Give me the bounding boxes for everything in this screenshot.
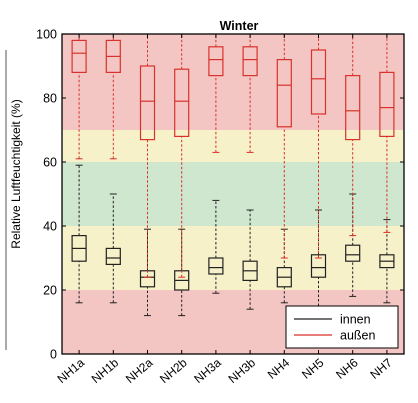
x-tick-label: NH1a xyxy=(55,355,88,386)
box-nh1b-innen xyxy=(105,193,121,304)
band-4 xyxy=(62,130,404,162)
y-tick-label: 80 xyxy=(43,92,57,106)
x-tick-label: NH5 xyxy=(299,355,327,381)
x-tick-label: NH2a xyxy=(123,355,156,386)
box-iqr xyxy=(208,257,224,275)
box-iqr xyxy=(345,244,361,262)
box-iqr xyxy=(105,247,121,265)
chart-title: Winter xyxy=(220,19,259,33)
plot-frame xyxy=(61,33,405,355)
legend-label-aussen: außen xyxy=(340,329,375,343)
y-axis: 0 20 40 60 80 100 xyxy=(36,28,404,362)
y-tick-label: 0 xyxy=(50,348,57,362)
legend: innen außen xyxy=(285,305,399,349)
box-nh3b-innen xyxy=(242,209,258,310)
x-tick-label: NH7 xyxy=(367,355,395,381)
band-1 xyxy=(62,258,404,290)
x-tick-label: NH4 xyxy=(265,355,293,381)
x-tick-label: NH3b xyxy=(226,355,259,386)
band-5 xyxy=(62,34,404,130)
box-iqr xyxy=(345,74,361,141)
box-iqr xyxy=(310,49,327,115)
band-2 xyxy=(62,226,404,258)
band-3 xyxy=(62,162,404,226)
y-tick-label: 100 xyxy=(36,28,57,42)
box-nh3b-aussen xyxy=(242,33,258,153)
box-iqr xyxy=(242,46,258,77)
series-innen xyxy=(71,164,395,317)
box-iqr xyxy=(208,46,224,77)
x-tick-label: NH6 xyxy=(333,355,361,381)
legend-box xyxy=(285,305,399,349)
box-iqr xyxy=(71,39,87,74)
y-tick-label: 20 xyxy=(43,284,57,298)
box-iqr xyxy=(174,68,190,137)
box-nh7-aussen xyxy=(379,33,395,233)
box-nh1a-innen xyxy=(71,164,87,304)
box-iqr xyxy=(276,58,292,128)
box-nh3a-innen xyxy=(208,199,224,294)
y-axis-label: Relative Luftfeuchtigkeit (%) xyxy=(9,99,23,248)
box-iqr xyxy=(139,65,156,141)
box-nh2b-aussen xyxy=(174,33,190,278)
box-iqr xyxy=(310,254,327,278)
legend-label-innen: innen xyxy=(340,313,371,327)
y-tick-label: 40 xyxy=(43,220,57,234)
x-tick-label: NH1b xyxy=(89,355,122,386)
comfort-bands xyxy=(62,34,404,354)
y-tick-label: 60 xyxy=(43,156,57,170)
box-iqr xyxy=(379,71,395,138)
x-tick-label: NH3a xyxy=(191,355,224,386)
x-tick-label: NH2b xyxy=(157,355,190,386)
